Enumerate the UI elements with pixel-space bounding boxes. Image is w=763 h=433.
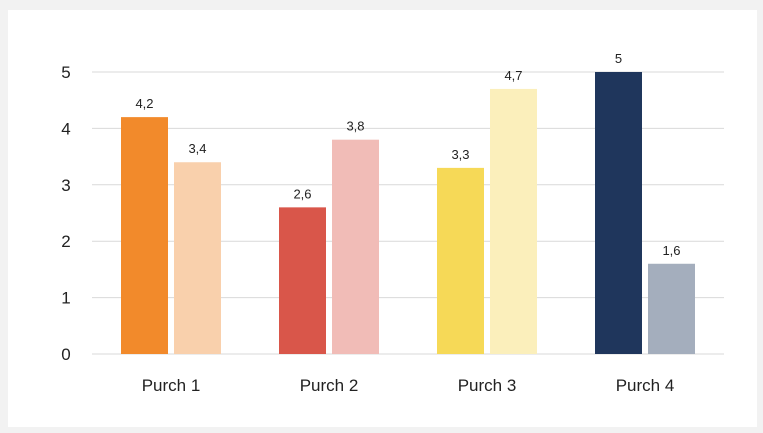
data-label: 4,2 <box>135 96 153 111</box>
data-label: 5 <box>615 51 622 66</box>
data-label: 3,3 <box>451 147 469 162</box>
x-category-label: Purch 3 <box>458 376 517 395</box>
data-label: 2,6 <box>293 186 311 201</box>
y-tick-label: 5 <box>61 63 70 82</box>
y-tick-label: 3 <box>61 176 70 195</box>
y-tick-label: 1 <box>61 289 70 308</box>
x-category-label: Purch 1 <box>142 376 201 395</box>
bar <box>490 88 537 355</box>
bar <box>174 162 221 354</box>
bar <box>332 139 379 354</box>
data-label: 1,6 <box>662 243 680 258</box>
y-tick-label: 4 <box>61 119 70 138</box>
bar <box>279 207 326 354</box>
data-label: 3,8 <box>346 119 364 134</box>
y-tick-label: 0 <box>61 345 70 364</box>
x-category-label: Purch 4 <box>616 376 675 395</box>
data-label: 3,4 <box>188 141 206 156</box>
y-tick-label: 2 <box>61 232 70 251</box>
x-category-label: Purch 2 <box>300 376 359 395</box>
bar <box>437 167 484 354</box>
data-label: 4,7 <box>504 68 522 83</box>
bar <box>595 72 642 354</box>
bar <box>121 117 168 355</box>
bar <box>648 263 695 354</box>
